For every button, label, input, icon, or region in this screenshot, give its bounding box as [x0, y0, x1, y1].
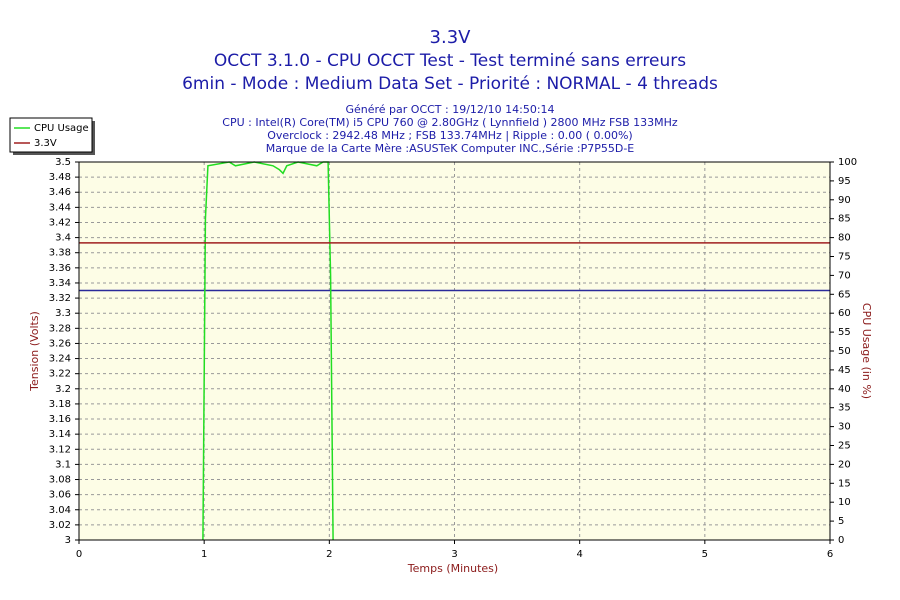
y-tick-label: 3.06 — [49, 490, 71, 501]
y2-tick-label: 95 — [838, 176, 851, 187]
y2-tick-label: 15 — [838, 478, 851, 489]
x-tick-label: 1 — [201, 549, 207, 560]
legend-label: 3.3V — [34, 138, 57, 149]
info-line: Marque de la Carte Mère :ASUSTeK Compute… — [266, 142, 635, 155]
chart-subtitle: OCCT 3.1.0 - CPU OCCT Test - Test termin… — [214, 51, 686, 71]
info-line: Généré par OCCT : 19/12/10 14:50:14 — [345, 103, 554, 116]
y-tick-label: 3.3 — [55, 308, 71, 319]
y-axis-label: Tension (Volts) — [28, 311, 41, 392]
y-tick-label: 3.14 — [49, 429, 71, 440]
info-line: CPU : Intel(R) Core(TM) i5 CPU 760 @ 2.8… — [222, 116, 678, 129]
y-tick-label: 3.46 — [49, 187, 71, 198]
y-tick-label: 3.12 — [49, 444, 71, 455]
legend-label: CPU Usage — [34, 123, 89, 134]
y-tick-label: 3 — [65, 535, 71, 546]
y2-tick-label: 55 — [838, 327, 851, 338]
y-tick-label: 3.48 — [49, 172, 71, 183]
y2-tick-label: 60 — [838, 308, 851, 319]
y2-tick-label: 70 — [838, 270, 851, 281]
chart-title: 3.3V — [430, 27, 472, 48]
y-tick-label: 3.22 — [49, 369, 71, 380]
y-tick-label: 3.5 — [55, 157, 71, 168]
y-tick-label: 3.32 — [49, 293, 71, 304]
x-tick-label: 2 — [326, 549, 332, 560]
y2-tick-label: 10 — [838, 497, 851, 508]
y-tick-label: 3.02 — [49, 520, 71, 531]
y-tick-label: 3.16 — [49, 414, 71, 425]
y-tick-label: 3.24 — [49, 354, 71, 365]
y2-tick-label: 100 — [838, 157, 857, 168]
y2-tick-label: 35 — [838, 403, 851, 414]
plot-border — [78, 161, 831, 541]
y-tick-label: 3.1 — [55, 459, 71, 470]
y2-tick-label: 65 — [838, 289, 851, 300]
y-tick-label: 3.28 — [49, 323, 71, 334]
y-tick-label: 3.2 — [55, 384, 71, 395]
y2-tick-label: 40 — [838, 384, 851, 395]
x-axis-label: Temps (Minutes) — [407, 562, 498, 575]
y2-tick-label: 90 — [838, 195, 851, 206]
y-tick-label: 3.42 — [49, 217, 71, 228]
y-tick-label: 3.04 — [49, 505, 71, 516]
x-tick-label: 0 — [76, 549, 82, 560]
x-tick-label: 5 — [702, 549, 708, 560]
y-tick-label: 3.36 — [49, 263, 71, 274]
y2-tick-label: 0 — [838, 535, 844, 546]
y2-tick-label: 85 — [838, 214, 851, 225]
legend-box — [9, 117, 93, 153]
y-tick-label: 3.08 — [49, 475, 71, 486]
y-tick-label: 3.4 — [55, 233, 71, 244]
y-tick-label: 3.18 — [49, 399, 71, 410]
y-tick-label: 3.38 — [49, 248, 71, 259]
x-tick-label: 6 — [827, 549, 833, 560]
info-line: Overclock : 2942.48 MHz ; FSB 133.74MHz … — [267, 129, 632, 142]
y2-tick-label: 75 — [838, 252, 851, 263]
y2-tick-label: 45 — [838, 365, 851, 376]
y2-tick-label: 30 — [838, 422, 851, 433]
y-tick-label: 3.34 — [49, 278, 71, 289]
y2-tick-label: 25 — [838, 441, 851, 452]
y2-tick-label: 80 — [838, 233, 851, 244]
y2-tick-label: 50 — [838, 346, 851, 357]
y2-tick-label: 5 — [838, 516, 844, 527]
y2-axis-label: CPU Usage (in %) — [860, 303, 873, 399]
legend: CPU Usage 3.3V — [9, 117, 95, 155]
y2-tick-label: 20 — [838, 459, 851, 470]
y-tick-label: 3.44 — [49, 202, 71, 213]
y-tick-label: 3.26 — [49, 338, 71, 349]
chart-subtitle: 6min - Mode : Medium Data Set - Priorité… — [182, 74, 718, 94]
x-tick-label: 3 — [451, 549, 457, 560]
x-tick-label: 4 — [576, 549, 582, 560]
